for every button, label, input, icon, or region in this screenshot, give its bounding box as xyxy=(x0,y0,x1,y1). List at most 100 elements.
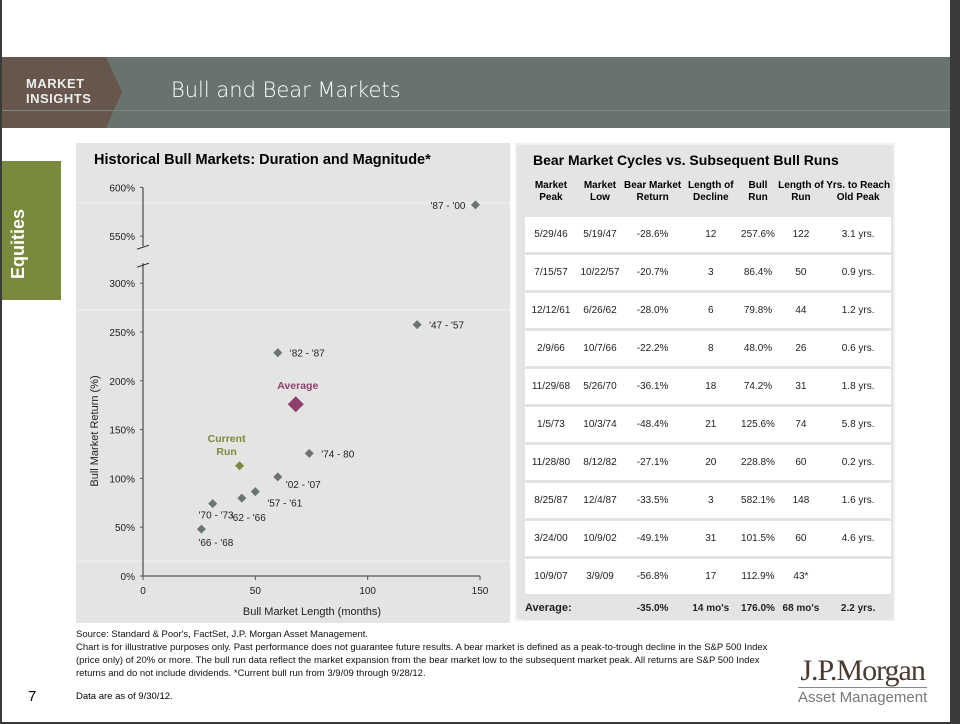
table-cell: 7/15/57 xyxy=(525,251,577,291)
table-cell: 5/26/70 xyxy=(576,365,624,405)
source-note: Source: Standard & Poor's, FactSet, J.P.… xyxy=(76,629,369,640)
bull-point xyxy=(196,524,206,534)
scatter-chart-panel: Historical Bull Markets: Duration and Ma… xyxy=(76,143,510,623)
table-cell: 10/22/57 xyxy=(576,251,624,291)
point-label: '82 - '87 xyxy=(290,349,325,360)
point-label: '74 - 80 xyxy=(321,449,354,460)
point-label: '87 - '00 xyxy=(431,201,466,212)
table-cell: 0.9 yrs. xyxy=(825,251,891,291)
table-cell: 148 xyxy=(776,479,826,519)
table-cell: 31 xyxy=(776,365,826,405)
table-cell: Average: xyxy=(525,593,577,620)
table-cell: 74 xyxy=(776,403,826,443)
bull-point xyxy=(273,472,283,482)
table-row: 10/9/07 3/9/09 -56.8% 17 112.9% 43* xyxy=(525,555,891,595)
y-tick-label: 200% xyxy=(109,377,135,388)
point-label: '66 - '68 xyxy=(198,538,233,549)
column-header: Bear Market Return xyxy=(623,180,682,204)
point-label: '47 - '57 xyxy=(429,321,464,332)
table-cell: 228.8% xyxy=(739,441,777,481)
column-header: Length of Run xyxy=(778,180,824,204)
table-row: 7/15/57 10/22/57 -20.7% 3 86.4% 50 0.9 yrs. xyxy=(525,251,891,291)
x-tick-label: 50 xyxy=(250,586,262,597)
table-cell: -56.8% xyxy=(623,555,683,595)
table-cell: 60 xyxy=(776,517,826,557)
table-cell: 50 xyxy=(776,251,826,291)
table-cell: 3/9/09 xyxy=(576,555,624,595)
data-as-of: Data are as of 9/30/12. xyxy=(76,691,173,702)
table-cell: -20.7% xyxy=(623,251,683,291)
table-cell: 1/5/73 xyxy=(525,403,577,443)
average-point xyxy=(287,396,304,413)
header-divider xyxy=(2,110,950,111)
table-cell: 1.8 yrs. xyxy=(825,365,891,405)
point-label: '62 - '66 xyxy=(231,513,266,524)
table-cell: 4.6 yrs. xyxy=(825,517,891,557)
section-tab-label: Equities xyxy=(8,208,28,279)
table-cell: 1.6 yrs. xyxy=(825,479,891,519)
table-cell: 12/4/87 xyxy=(576,479,624,519)
axis-break-mark xyxy=(136,262,150,268)
table-cell: 10/7/66 xyxy=(576,327,624,367)
table-cell: 86.4% xyxy=(739,251,777,291)
y-tick-label: 600% xyxy=(109,183,135,194)
table-cell: 11/29/68 xyxy=(525,365,577,405)
table-cell: 10/9/02 xyxy=(576,517,624,557)
table-cell: 10/3/74 xyxy=(576,403,624,443)
table-cell: 122 xyxy=(776,213,826,253)
chart-title: Historical Bull Markets: Duration and Ma… xyxy=(94,152,431,168)
page-number: 7 xyxy=(28,688,37,705)
section-tab-equities: Equities xyxy=(2,160,61,300)
table-cell: 257.6% xyxy=(739,213,777,253)
bull-point xyxy=(208,499,218,509)
table-cell: 74.2% xyxy=(739,365,777,405)
x-tick-label: 150 xyxy=(472,586,489,597)
axis-break-mark xyxy=(136,244,150,250)
table-cell: 79.8% xyxy=(739,289,777,329)
table-cell: 1.2 yrs. xyxy=(825,289,891,329)
average-row: Average: -35.0% 14 mo's 176.0% 68 mo's 2.2 yr… xyxy=(525,593,891,620)
y-tick-label: 550% xyxy=(109,232,135,243)
point-label: '70 - '73 xyxy=(199,511,234,522)
table-cell xyxy=(825,555,891,595)
table-cell: 2.2 yrs. xyxy=(825,593,891,620)
table-cell: -28.0% xyxy=(623,289,683,329)
scatter-chart: 0% 50% 100% 150% 200% 250% 300% 550% 600% 0 50 100 1… xyxy=(76,183,510,618)
table-cell: 3.1 yrs. xyxy=(825,213,891,253)
table-cell: 10/9/07 xyxy=(525,555,577,595)
table-cell: 6 xyxy=(682,289,740,329)
column-header: Market Peak xyxy=(534,180,568,204)
table-cell: 3 xyxy=(682,479,740,519)
column-header: Yrs. to Reach Old Peak xyxy=(826,180,891,204)
table-row: 11/29/68 5/26/70 -36.1% 18 74.2% 31 1.8 yrs. xyxy=(525,365,891,405)
table-cell: 12/12/61 xyxy=(525,289,577,329)
table-row: 11/28/80 8/12/82 -27.1% 20 228.8% 60 0.2 yrs. xyxy=(525,441,891,481)
bull-point xyxy=(304,448,314,458)
y-tick-label: 100% xyxy=(109,474,135,485)
logo-subtitle: Asset Management xyxy=(798,689,928,706)
footnotes: Source: Standard & Poor's, FactSet, J.P.… xyxy=(76,628,776,680)
table-row: 1/5/73 10/3/74 -48.4% 21 125.6% 74 5.8 yrs. xyxy=(525,403,891,443)
table-cell: -49.1% xyxy=(623,517,683,557)
average-label: Average xyxy=(277,380,318,392)
table-cell: 44 xyxy=(776,289,826,329)
market-insights-brand: MARKET INSIGHTS xyxy=(2,57,122,128)
table-cell: 48.0% xyxy=(739,327,777,367)
table-cell: 176.0% xyxy=(739,593,777,620)
bull-point xyxy=(412,320,422,330)
y-axis-label: Bull Market Return (%) xyxy=(89,375,101,486)
jpmorgan-logo: J.P.Morgan Asset Management xyxy=(798,655,928,706)
table-cell: 5/19/47 xyxy=(576,213,624,253)
table-cell: 582.1% xyxy=(739,479,777,519)
table-cell: 8 xyxy=(682,327,740,367)
table-row: 12/12/61 6/26/62 -28.0% 6 79.8% 44 1.2 yrs. xyxy=(525,289,891,329)
table-cell: 5/29/46 xyxy=(525,213,577,253)
y-tick-label: 300% xyxy=(109,279,135,290)
table-cell: 68 mo's xyxy=(776,593,826,620)
table-cell: 6/26/62 xyxy=(576,289,624,329)
table-cell: -36.1% xyxy=(623,365,683,405)
table-cell: 3/24/00 xyxy=(525,517,577,557)
disclaimer-note: Chart is for illustrative purposes only.… xyxy=(76,642,768,679)
point-label: '57 - '61 xyxy=(267,499,302,510)
brand-line2: INSIGHTS xyxy=(26,91,92,106)
